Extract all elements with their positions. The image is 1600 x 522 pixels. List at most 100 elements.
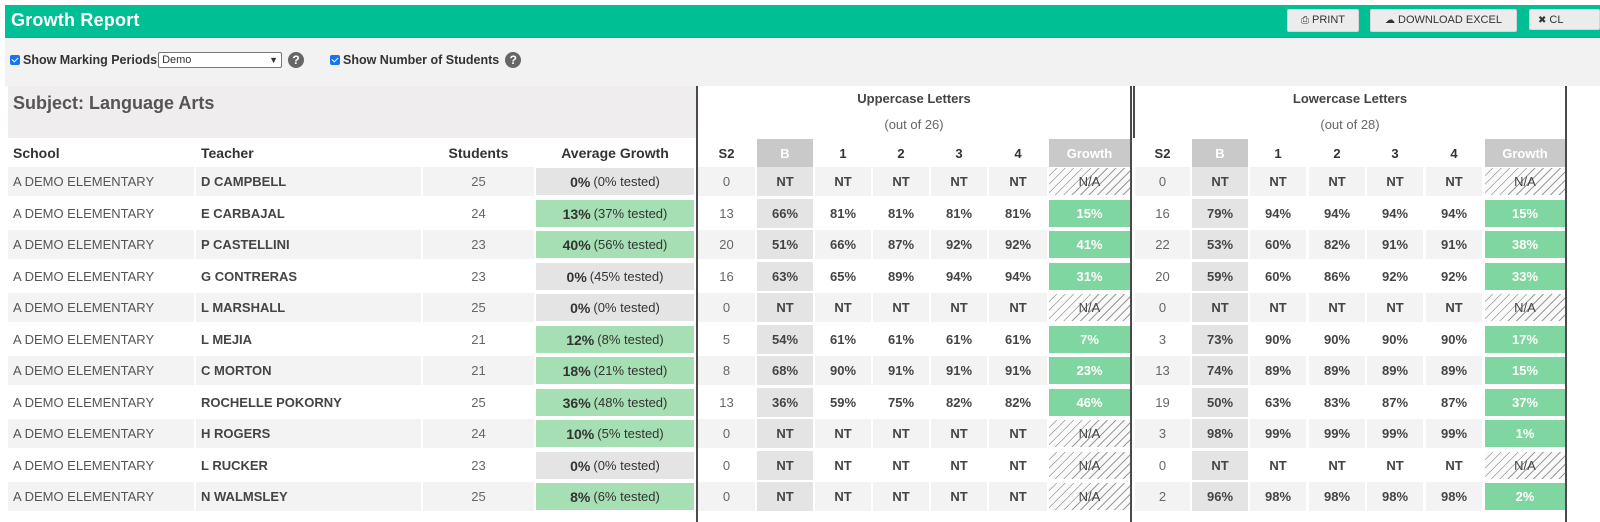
show-marking-periods-checkbox[interactable]	[10, 55, 20, 65]
subject-title: Subject: Language Arts	[13, 93, 215, 113]
average-growth-cell: 0% (0% tested)	[536, 452, 694, 479]
upper-period-cell: NT	[931, 293, 987, 322]
print-button[interactable]: ⎙ PRINT	[1287, 9, 1359, 32]
average-growth-value: 36%	[562, 394, 591, 411]
lower-baseline-cell: 96%	[1192, 482, 1248, 511]
students-cell: 24	[423, 419, 534, 448]
tested-percent: (0% tested)	[593, 458, 660, 473]
show-marking-periods-option[interactable]: Show Marking Periods Demo ▼ ?	[10, 52, 305, 68]
lower-s2-cell: 16	[1135, 199, 1190, 228]
column-header-sub: B	[757, 139, 813, 167]
upper-period-cell: 81%	[873, 199, 929, 228]
upper-baseline-cell: NT	[757, 167, 813, 196]
upper-period-cell: 65%	[815, 262, 871, 291]
column-header-average-growth: Average Growth	[561, 145, 669, 161]
download-excel-button[interactable]: ☁ DOWNLOAD EXCEL	[1370, 9, 1517, 32]
school-cell: A DEMO ELEMENTARY	[8, 482, 194, 511]
lower-period-cell: NT	[1250, 167, 1306, 196]
upper-period-cell: 94%	[931, 262, 987, 291]
lower-period-cell: NT	[1250, 293, 1306, 322]
upper-growth-cell: 31%	[1049, 263, 1130, 290]
upper-period-cell: 91%	[873, 356, 929, 385]
upper-period-cell: 61%	[989, 325, 1047, 354]
lower-period-cell: NT	[1367, 293, 1423, 322]
marking-period-select[interactable]: Demo ▼	[158, 52, 283, 68]
lower-baseline-cell: 59%	[1192, 262, 1248, 291]
lower-period-cell: 90%	[1309, 325, 1365, 354]
show-students-checkbox[interactable]	[330, 55, 340, 65]
lower-baseline-cell: 53%	[1192, 230, 1248, 259]
students-cell: 23	[423, 230, 534, 259]
lower-growth-cell: 38%	[1485, 231, 1565, 258]
upper-period-cell: 66%	[815, 230, 871, 259]
school-cell: A DEMO ELEMENTARY	[8, 167, 194, 196]
column-header-sub: 1	[1274, 145, 1282, 161]
students-cell: 25	[423, 388, 534, 417]
column-header-sub: 3	[1391, 145, 1399, 161]
teacher-cell: P CASTELLINI	[196, 230, 421, 259]
tested-percent: (0% tested)	[593, 174, 660, 189]
upper-baseline-cell: 54%	[757, 325, 813, 354]
lower-period-cell: 90%	[1367, 325, 1423, 354]
lower-baseline-cell: 73%	[1192, 325, 1248, 354]
column-header-sub: 2	[897, 145, 905, 161]
column-header-sub: 1	[839, 145, 847, 161]
lower-baseline-cell: 79%	[1192, 199, 1248, 228]
lower-period-cell: 98%	[1367, 482, 1423, 511]
upper-period-cell: NT	[873, 482, 929, 511]
students-cell: 21	[423, 325, 534, 354]
lower-period-cell: 89%	[1367, 356, 1423, 385]
lower-growth-cell: N/A	[1485, 168, 1565, 195]
upper-growth-cell: N/A	[1049, 483, 1130, 510]
upper-growth-cell: 41%	[1049, 231, 1130, 258]
column-header-teacher: Teacher	[201, 145, 254, 161]
tested-percent: (48% tested)	[593, 395, 668, 410]
school-cell: A DEMO ELEMENTARY	[8, 451, 194, 480]
tested-percent: (6% tested)	[593, 489, 660, 504]
upper-s2-cell: 0	[698, 293, 755, 322]
lower-period-cell: 94%	[1309, 199, 1365, 228]
lower-period-cell: 98%	[1250, 482, 1306, 511]
tested-percent: (45% tested)	[589, 269, 664, 284]
lower-period-cell: NT	[1426, 451, 1482, 480]
students-cell: 25	[423, 293, 534, 322]
close-button[interactable]: ✖ CL	[1529, 9, 1600, 30]
lower-period-cell: 89%	[1250, 356, 1306, 385]
upper-growth-cell: N/A	[1049, 294, 1130, 321]
average-growth-cell: 0% (45% tested)	[536, 263, 694, 290]
average-growth-value: 10%	[566, 425, 595, 442]
average-growth-value: 18%	[562, 362, 591, 379]
average-growth-cell: 18% (21% tested)	[536, 357, 694, 384]
upper-baseline-cell: 36%	[757, 388, 813, 417]
upper-period-cell: NT	[989, 293, 1047, 322]
school-cell: A DEMO ELEMENTARY	[8, 293, 194, 322]
tested-percent: (8% tested)	[597, 332, 664, 347]
help-icon[interactable]: ?	[505, 52, 522, 68]
lower-baseline-cell: 74%	[1192, 356, 1248, 385]
average-growth-value: 8%	[570, 488, 591, 505]
teacher-cell: D CAMPBELL	[196, 167, 421, 196]
show-students-option[interactable]: Show Number of Students ?	[330, 52, 522, 68]
upper-period-cell: 81%	[989, 199, 1047, 228]
average-growth-value: 13%	[562, 205, 591, 222]
average-growth-cell: 0% (0% tested)	[536, 294, 694, 321]
teacher-cell: E CARBAJAL	[196, 199, 421, 228]
upper-period-cell: 81%	[815, 199, 871, 228]
lower-growth-cell: 15%	[1485, 357, 1565, 384]
help-icon[interactable]: ?	[288, 52, 305, 68]
title-bar: Growth Report ⎙ PRINT ☁ DOWNLOAD EXCEL ✖ CL	[5, 5, 1600, 38]
lower-period-cell: 99%	[1426, 419, 1482, 448]
subject-header: Subject: Language Arts	[8, 86, 696, 138]
lower-baseline-cell: NT	[1192, 167, 1248, 196]
group-title: Uppercase Letters	[857, 91, 971, 106]
lower-growth-cell: 15%	[1485, 200, 1565, 227]
upper-baseline-cell: 63%	[757, 262, 813, 291]
lower-growth-cell: 2%	[1485, 483, 1565, 510]
lower-period-cell: 63%	[1250, 388, 1306, 417]
school-cell: A DEMO ELEMENTARY	[8, 388, 194, 417]
average-growth-value: 40%	[562, 236, 591, 253]
upper-period-cell: NT	[815, 167, 871, 196]
upper-period-cell: 87%	[873, 230, 929, 259]
upper-period-cell: 81%	[931, 199, 987, 228]
column-divider	[1130, 86, 1132, 522]
